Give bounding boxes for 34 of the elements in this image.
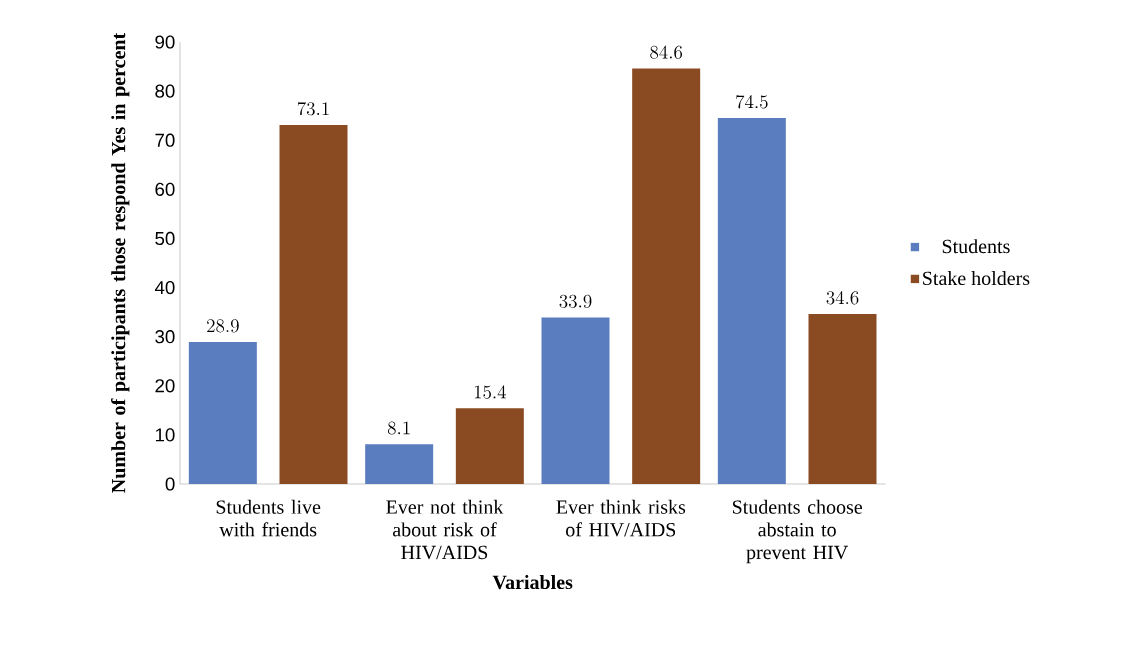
legend-label: Stake holders — [923, 271, 1030, 286]
data-label: 84.6 — [650, 45, 683, 59]
bar — [188, 342, 257, 484]
data-label: 8. 1 — [387, 421, 410, 435]
x-tick-label: Students live with friends — [216, 499, 321, 537]
y-tick-label: 60 — [155, 182, 175, 196]
y-tick-label: 50 — [155, 231, 175, 246]
data-label: 73. 1 — [297, 101, 329, 116]
bar — [365, 444, 434, 484]
bar — [455, 408, 524, 484]
legend-label: Students — [942, 239, 1010, 254]
bar — [279, 125, 348, 484]
bar — [632, 68, 701, 484]
data-label: 15.4 — [474, 385, 507, 399]
data-label: 34.6 — [826, 291, 859, 305]
bar — [541, 317, 610, 484]
y-tick-label: 40 — [154, 280, 175, 295]
x-axis-title: Variables — [492, 575, 573, 590]
x-tick-label: Ever not think about risk of HIV/AIDS — [386, 499, 504, 560]
data-label: 28.9 — [207, 319, 239, 333]
bar — [808, 314, 877, 484]
y-tick-label: 90 — [155, 35, 175, 49]
y-tick-label: 70 — [155, 133, 175, 147]
x-tick-label: Students choose abstain to prevent HIV — [732, 499, 863, 564]
y-tick-label: 30 — [155, 330, 175, 344]
y-tick-label: 10 — [155, 428, 175, 442]
bar — [717, 118, 786, 484]
y-tick-label: 20 — [155, 379, 175, 393]
y-axis-title: Number of participants those respond Yes in percent — [111, 32, 130, 493]
data-label: 33.9 — [559, 294, 592, 308]
x-tick-label: Ever think risks of HIV/AIDS — [556, 499, 686, 537]
data-label: 74.5 — [736, 95, 768, 109]
y-tick-label: 80 — [155, 84, 175, 98]
y-tick-label: 0 — [165, 477, 175, 491]
